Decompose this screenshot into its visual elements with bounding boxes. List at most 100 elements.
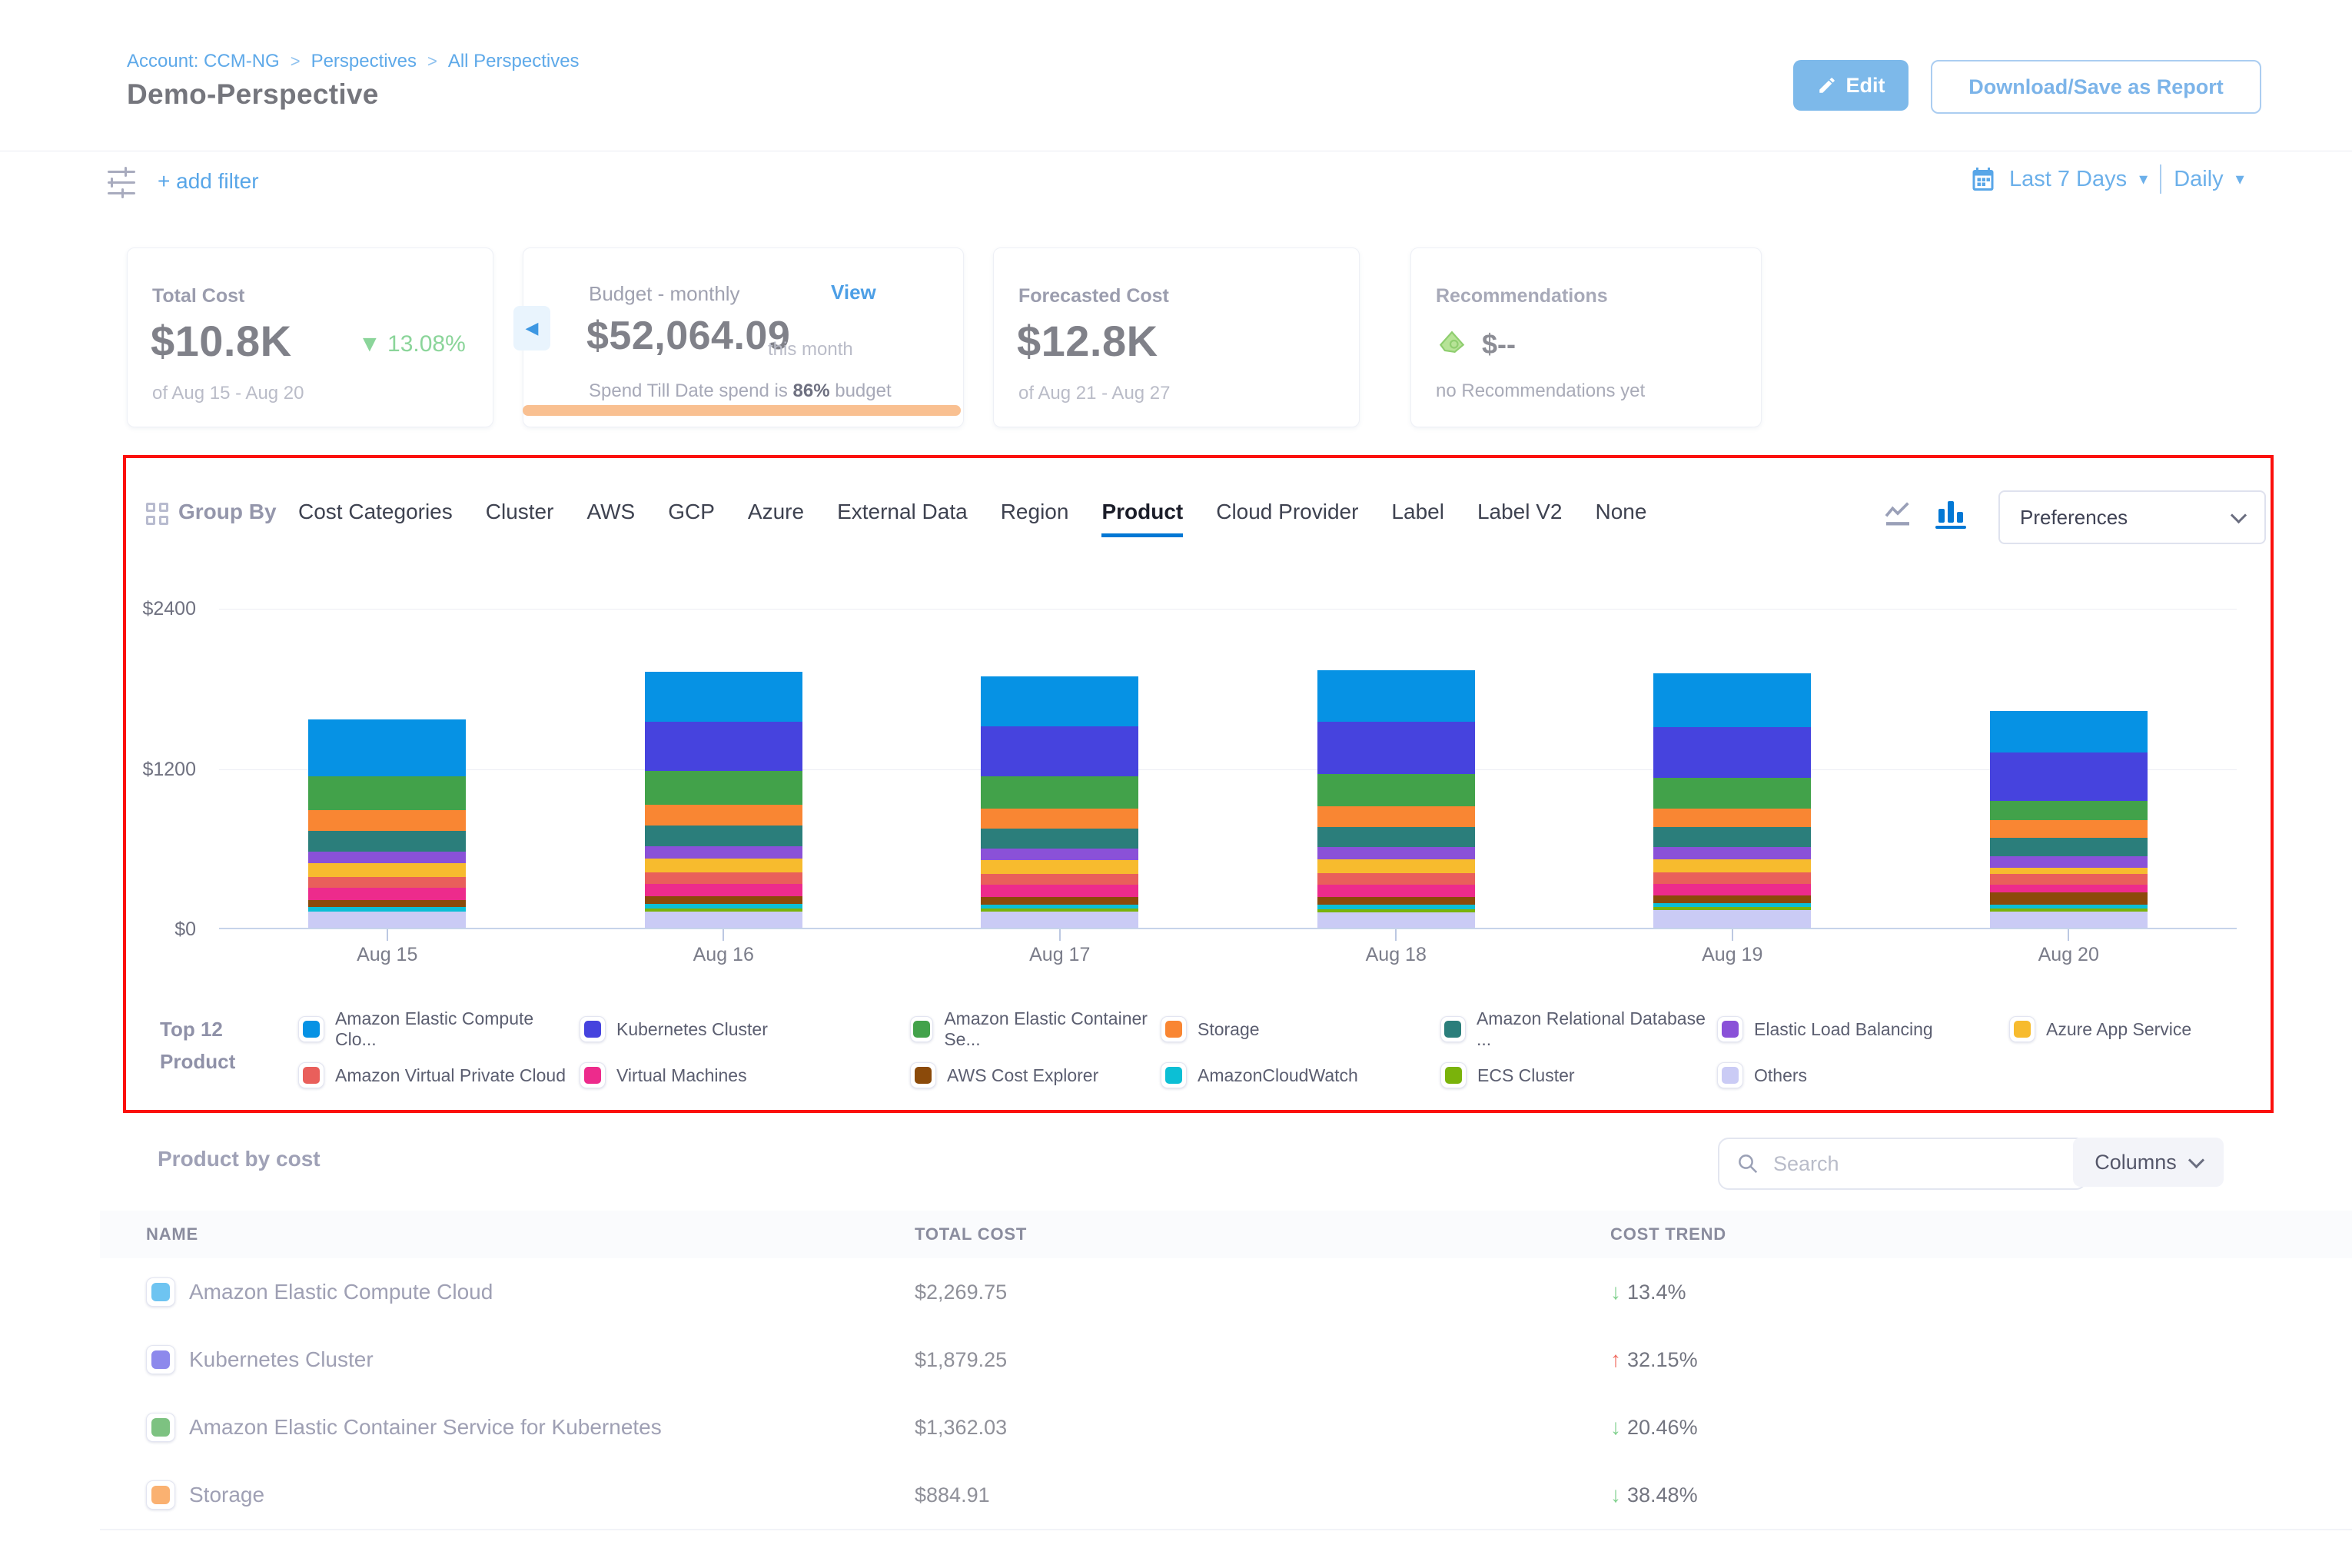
download-save-report-button[interactable]: Download/Save as Report xyxy=(1931,60,2261,114)
bar-segment xyxy=(308,912,467,928)
add-filter-button[interactable]: + add filter xyxy=(158,169,259,193)
bar-segment xyxy=(1653,909,1812,928)
legend-item-elastic-load-balancing[interactable]: Elastic Load Balancing xyxy=(1717,1008,2009,1050)
granularity-selector[interactable]: Daily xyxy=(2174,166,2224,191)
budget-status: Spend Till Date spend is 86% budget xyxy=(589,380,892,401)
tab-aws[interactable]: AWS xyxy=(586,500,636,523)
legend-item-aws-cost-explorer[interactable]: AWS Cost Explorer xyxy=(910,1062,1161,1088)
bar-segment xyxy=(1989,752,2148,802)
group-by-tabs: Cost Categories Cluster AWS GCP Azure Externa… xyxy=(298,500,1646,537)
breadcrumb: Account: CCM-NG > Perspectives > All Per… xyxy=(127,51,580,72)
tab-region[interactable]: Region xyxy=(1000,500,1069,523)
line-chart-icon[interactable] xyxy=(1882,498,1914,529)
stacked-bar-chart: $0 $1200 $2400 Aug 15 Aug 16 Aug 17 Aug 18 Aug … xyxy=(142,598,2237,965)
budget-view-link[interactable]: View xyxy=(831,281,876,304)
bar-segment xyxy=(308,876,467,889)
legend-item-amazoncloudwatch[interactable]: AmazonCloudWatch xyxy=(1161,1062,1440,1088)
bar-segment xyxy=(1989,867,2148,874)
tab-cost-categories[interactable]: Cost Categories xyxy=(298,500,453,523)
filter-sliders-icon[interactable] xyxy=(105,166,138,200)
breadcrumb-all-perspectives[interactable]: All Perspectives xyxy=(447,51,580,71)
column-header-total-cost[interactable]: TOTAL COST xyxy=(915,1224,1028,1244)
bar-segment xyxy=(1653,673,1812,727)
tab-external-data[interactable]: External Data xyxy=(837,500,968,523)
bar-segment xyxy=(1653,808,1812,827)
date-range-controls: Last 7 Days ▾ Daily ▾ xyxy=(1969,164,2244,194)
legend-item-others[interactable]: Others xyxy=(1717,1062,2009,1088)
x-axis-label: Aug 18 xyxy=(1365,944,1427,965)
preferences-dropdown[interactable]: Preferences xyxy=(1998,490,2266,544)
legend-item-virtual-machines[interactable]: Virtual Machines xyxy=(580,1062,910,1088)
tab-gcp[interactable]: GCP xyxy=(668,500,715,523)
search-input[interactable] xyxy=(1772,1151,2021,1177)
trend-up-icon: ↑ xyxy=(1610,1347,1621,1371)
bar-segment xyxy=(1653,846,1812,859)
legend-swatch xyxy=(1161,1016,1187,1042)
legend-item-storage[interactable]: Storage xyxy=(1161,1008,1440,1050)
bar-segment xyxy=(1653,872,1812,884)
bar-segment xyxy=(1653,902,1812,908)
tab-cloud-provider[interactable]: Cloud Provider xyxy=(1216,500,1359,523)
table-row-amazon-elastic-container-service-for-kubernetes[interactable]: Amazon Elastic Container Service for Kub… xyxy=(100,1394,2352,1463)
legend-item-azure-app-service[interactable]: Azure App Service xyxy=(2009,1008,2191,1050)
y-axis-tick-label: $1200 xyxy=(142,758,196,780)
forecasted-cost-value: $12.8K xyxy=(1017,317,1158,365)
legend-item-amazon-virtual-private-cloud[interactable]: Amazon Virtual Private Cloud xyxy=(298,1062,580,1088)
legend-item-kubernetes-cluster[interactable]: Kubernetes Cluster xyxy=(580,1008,910,1050)
date-range-selector[interactable]: Last 7 Days xyxy=(2009,166,2128,191)
legend-swatch xyxy=(1161,1062,1187,1088)
x-axis-label: Aug 20 xyxy=(2038,944,2099,965)
stacked-bar-aug-15[interactable] xyxy=(308,719,467,928)
trend-down-icon: ↓ xyxy=(1610,1415,1621,1439)
budget-prev-button[interactable]: ◀ xyxy=(513,306,550,350)
tab-label-v2[interactable]: Label V2 xyxy=(1477,500,1563,523)
chevron-down-icon xyxy=(2188,1151,2204,1168)
x-axis-tick xyxy=(386,929,388,941)
bar-segment xyxy=(644,805,802,826)
legend-item-amazon-relational-database-[interactable]: Amazon Relational Database ... xyxy=(1440,1008,1717,1050)
legend-title: Top 12 Product xyxy=(160,1018,236,1073)
budget-card: Budget - monthly View $52,064.09 this mo… xyxy=(523,247,964,427)
legend-swatch xyxy=(1717,1016,1743,1042)
breadcrumb-account[interactable]: Account: CCM-NG xyxy=(127,51,280,71)
column-header-name[interactable]: NAME xyxy=(146,1224,198,1244)
row-color-swatch xyxy=(146,1345,175,1374)
stacked-bar-aug-16[interactable] xyxy=(644,671,802,928)
trend-down-icon: ↓ xyxy=(1610,1280,1621,1304)
row-color-swatch xyxy=(146,1277,175,1307)
bar-segment xyxy=(1317,826,1475,848)
legend-item-ecs-cluster[interactable]: ECS Cluster xyxy=(1440,1062,1717,1088)
bar-segment xyxy=(644,671,802,722)
bar-segment xyxy=(644,858,802,872)
edit-button[interactable]: Edit xyxy=(1793,60,1909,111)
table-row-kubernetes-cluster[interactable]: Kubernetes Cluster $1,879.25 ↑ 32.15% xyxy=(100,1326,2352,1395)
row-cost-trend: ↓ 20.46% xyxy=(1610,1415,1698,1439)
stacked-bar-aug-18[interactable] xyxy=(1317,670,1475,928)
tab-none[interactable]: None xyxy=(1595,500,1647,523)
bar-segment xyxy=(308,809,467,832)
legend-item-amazon-elastic-container-se-[interactable]: Amazon Elastic Container Se... xyxy=(910,1008,1161,1050)
bar-segment xyxy=(644,911,802,928)
columns-dropdown-button[interactable]: Columns xyxy=(2073,1138,2224,1187)
legend-swatch xyxy=(1717,1062,1743,1088)
bar-segment xyxy=(981,726,1139,776)
table-row-amazon-elastic-compute-cloud[interactable]: Amazon Elastic Compute Cloud $2,269.75 ↓ 13… xyxy=(100,1258,2352,1327)
legend-item-amazon-elastic-compute-clo-[interactable]: Amazon Elastic Compute Clo... xyxy=(298,1008,580,1050)
bar-segment xyxy=(1317,670,1475,723)
legend-swatch xyxy=(910,1016,934,1042)
bar-segment xyxy=(1317,806,1475,827)
table-row-storage[interactable]: Storage $884.91 ↓ 38.48% xyxy=(100,1461,2352,1530)
bar-chart-icon[interactable] xyxy=(1935,498,1966,529)
recommendations-label: Recommendations xyxy=(1436,285,1608,307)
tab-label[interactable]: Label xyxy=(1391,500,1444,523)
tab-cluster[interactable]: Cluster xyxy=(485,500,554,523)
stacked-bar-aug-19[interactable] xyxy=(1653,673,1812,928)
stacked-bar-aug-17[interactable] xyxy=(981,676,1139,928)
forecasted-cost-label: Forecasted Cost xyxy=(1018,285,1169,307)
stacked-bar-aug-20[interactable] xyxy=(1989,711,2148,928)
tab-product[interactable]: Product xyxy=(1101,500,1184,537)
column-header-cost-trend[interactable]: COST TREND xyxy=(1610,1224,1726,1244)
tab-azure[interactable]: Azure xyxy=(747,500,805,523)
breadcrumb-perspectives[interactable]: Perspectives xyxy=(311,51,417,71)
